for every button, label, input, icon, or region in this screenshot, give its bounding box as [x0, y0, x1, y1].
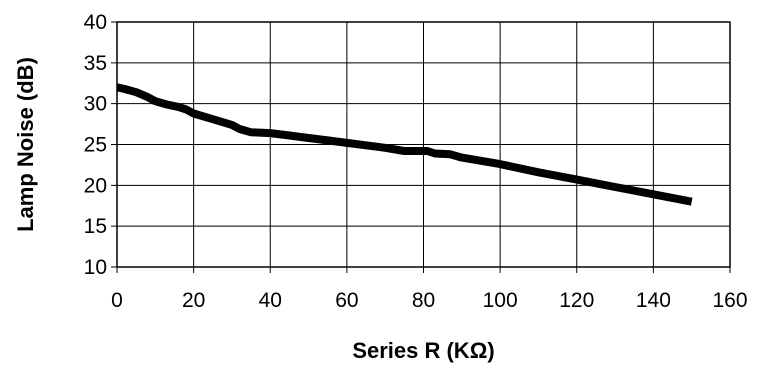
- x-tick-label: 40: [259, 289, 282, 312]
- x-tick-label: 160: [712, 289, 747, 312]
- x-tick-label: 20: [182, 289, 205, 312]
- plot-area: [116, 21, 731, 268]
- x-tick-label: 140: [636, 289, 671, 312]
- y-tick-label: 15: [84, 215, 107, 238]
- y-tick-label: 40: [84, 11, 107, 34]
- y-axis-title: Lamp Noise (dB): [13, 57, 38, 232]
- x-tick-label: 80: [412, 289, 435, 312]
- tick-labels: 0 20 40 60 80 100 120 140 160 10 15 20 25 30 35 40: [84, 11, 748, 312]
- x-tick-label: 100: [483, 289, 518, 312]
- y-tick-label: 20: [84, 174, 107, 197]
- x-tick-label: 0: [111, 289, 123, 312]
- y-tick-label: 30: [84, 93, 107, 116]
- y-tick-label: 35: [84, 52, 107, 75]
- series-line: [116, 83, 693, 206]
- x-axis-title: Series R (KΩ): [352, 338, 494, 363]
- series-group: [116, 83, 693, 206]
- x-tick-label: 60: [335, 289, 358, 312]
- y-tick-label: 25: [84, 134, 107, 157]
- y-tick-label: 10: [84, 256, 107, 279]
- x-tick-label: 120: [559, 289, 594, 312]
